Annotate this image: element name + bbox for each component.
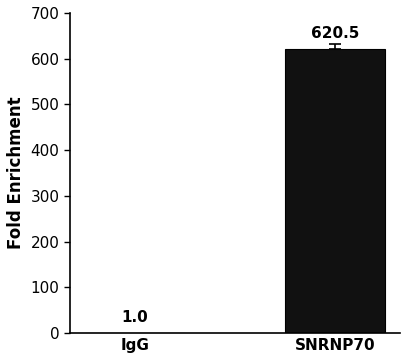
Text: 620.5: 620.5 [311,26,359,41]
Y-axis label: Fold Enrichment: Fold Enrichment [7,97,25,249]
Bar [285,49,385,333]
Text: 1.0: 1.0 [122,310,148,324]
